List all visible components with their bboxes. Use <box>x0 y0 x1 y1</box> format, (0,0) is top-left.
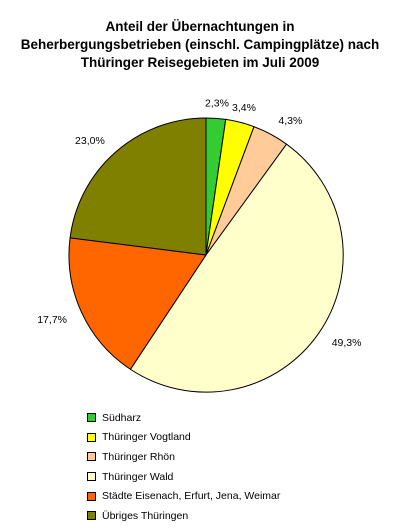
legend-swatch <box>87 511 96 521</box>
legend-label: Südharz <box>102 411 142 424</box>
legend-item-stadte-eisenach-erfurt-jena-weimar: Städte Eisenach, Erfurt, Jena, Weimar <box>87 486 280 506</box>
legend-item-sudharz: Südharz <box>87 408 280 428</box>
legend-swatch <box>87 491 96 501</box>
chart-title: Anteil der Übernachtungen in Beherbergun… <box>0 18 400 72</box>
chart-title-line-3: Thüringer Reisegebieten im Juli 2009 <box>80 55 320 70</box>
legend-swatch <box>87 432 96 442</box>
chart-title-line-1: Anteil der Übernachtungen in <box>105 19 295 34</box>
data-label-thuringer-vogtland: 3,4% <box>232 102 256 114</box>
legend-label: Städte Eisenach, Erfurt, Jena, Weimar <box>102 490 281 503</box>
legend-label: Übriges Thüringen <box>102 509 189 522</box>
chart-title-line-2: Beherbergungsbetrieben (einschl. Camping… <box>20 37 380 52</box>
pie-slice-stadte-eisenach-erfurt-jena-weimar <box>68 237 207 370</box>
legend-label: Thüringer Vogtland <box>102 431 191 444</box>
pie-slice-thuringer-wald <box>129 143 344 393</box>
legend-swatch <box>87 472 96 482</box>
legend-item-thuringer-wald: Thüringer Wald <box>87 467 280 487</box>
data-label-ubriges-thuringen: 23,0% <box>75 135 105 147</box>
legend-item-thuringer-vogtland: Thüringer Vogtland <box>87 428 280 448</box>
legend-label: Thüringer Rhön <box>102 450 175 463</box>
legend-label: Thüringer Wald <box>102 470 174 483</box>
pie-slice-ubriges-thuringen <box>69 117 207 256</box>
data-label-sudharz: 2,3% <box>205 97 229 109</box>
legend: Südharz Thüringer Vogtland Thüringer Rhön T… <box>87 408 280 526</box>
legend-item-ubriges-thuringen: Übriges Thüringen <box>87 506 280 526</box>
legend-swatch <box>87 452 96 462</box>
data-label-stadte-eisenach-erfurt-jena-weimar: 17,7% <box>37 314 67 326</box>
legend-item-thuringer-rhon: Thüringer Rhön <box>87 447 280 467</box>
data-label-thuringer-rhon: 4,3% <box>278 115 302 127</box>
legend-swatch <box>87 413 96 423</box>
data-label-thuringer-wald: 49,3% <box>332 337 362 349</box>
